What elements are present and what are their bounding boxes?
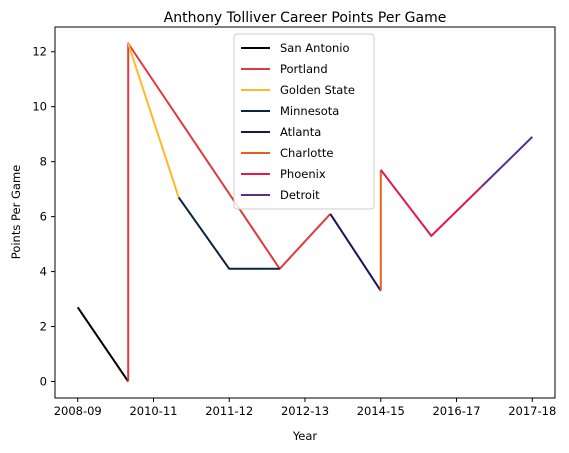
x-tick-label: 2016-17 xyxy=(432,404,480,418)
y-tick-label: 10 xyxy=(32,100,47,114)
legend-label: Minnesota xyxy=(280,104,339,118)
legend-label: Phoenix xyxy=(280,167,326,181)
y-tick-label: 8 xyxy=(40,155,47,169)
legend-label: Charlotte xyxy=(280,146,333,160)
y-axis-label: Points Per Game xyxy=(9,165,23,259)
series-lines xyxy=(76,42,533,383)
x-tick-label: 2014-15 xyxy=(357,404,405,418)
x-tick-label: 2011-12 xyxy=(205,404,253,418)
series-line-2 xyxy=(127,43,180,198)
series-line-6 xyxy=(380,169,483,237)
x-tick-label: 2008-09 xyxy=(54,404,102,418)
plot-area xyxy=(54,26,556,399)
series-line-7 xyxy=(481,136,533,188)
y-tick-label: 12 xyxy=(32,45,47,59)
legend-label: Portland xyxy=(280,62,328,76)
y-axis: 0 2 4 6 8 10 12 xyxy=(32,45,55,389)
y-tick-label: 0 xyxy=(40,375,47,389)
y-tick-label: 4 xyxy=(40,265,47,279)
legend-label: San Antonio xyxy=(280,41,350,55)
x-tick-label: 2017-18 xyxy=(508,404,556,418)
legend-label: Detroit xyxy=(280,188,320,202)
legend: San Antonio Portland Golden State Minnesota… xyxy=(233,33,375,210)
series-line-0 xyxy=(76,306,130,383)
x-axis-label: Year xyxy=(292,429,318,443)
series-line-1 xyxy=(127,42,332,382)
y-tick-label: 2 xyxy=(40,320,47,334)
x-tick-label: 2010-11 xyxy=(129,404,177,418)
y-tick-label: 6 xyxy=(40,210,47,224)
series-line-4 xyxy=(329,213,382,292)
series-line-3 xyxy=(177,196,280,270)
x-tick-label: 2012-13 xyxy=(281,404,329,418)
legend-label: Atlanta xyxy=(280,125,321,139)
legend-label: Golden State xyxy=(280,83,355,97)
legend-frame xyxy=(233,33,375,210)
x-axis: 2008-09 2010-11 2011-12 2012-13 2014-15 2016-… xyxy=(54,398,556,418)
chart-title: Anthony Tolliver Career Points Per Game xyxy=(164,10,447,26)
